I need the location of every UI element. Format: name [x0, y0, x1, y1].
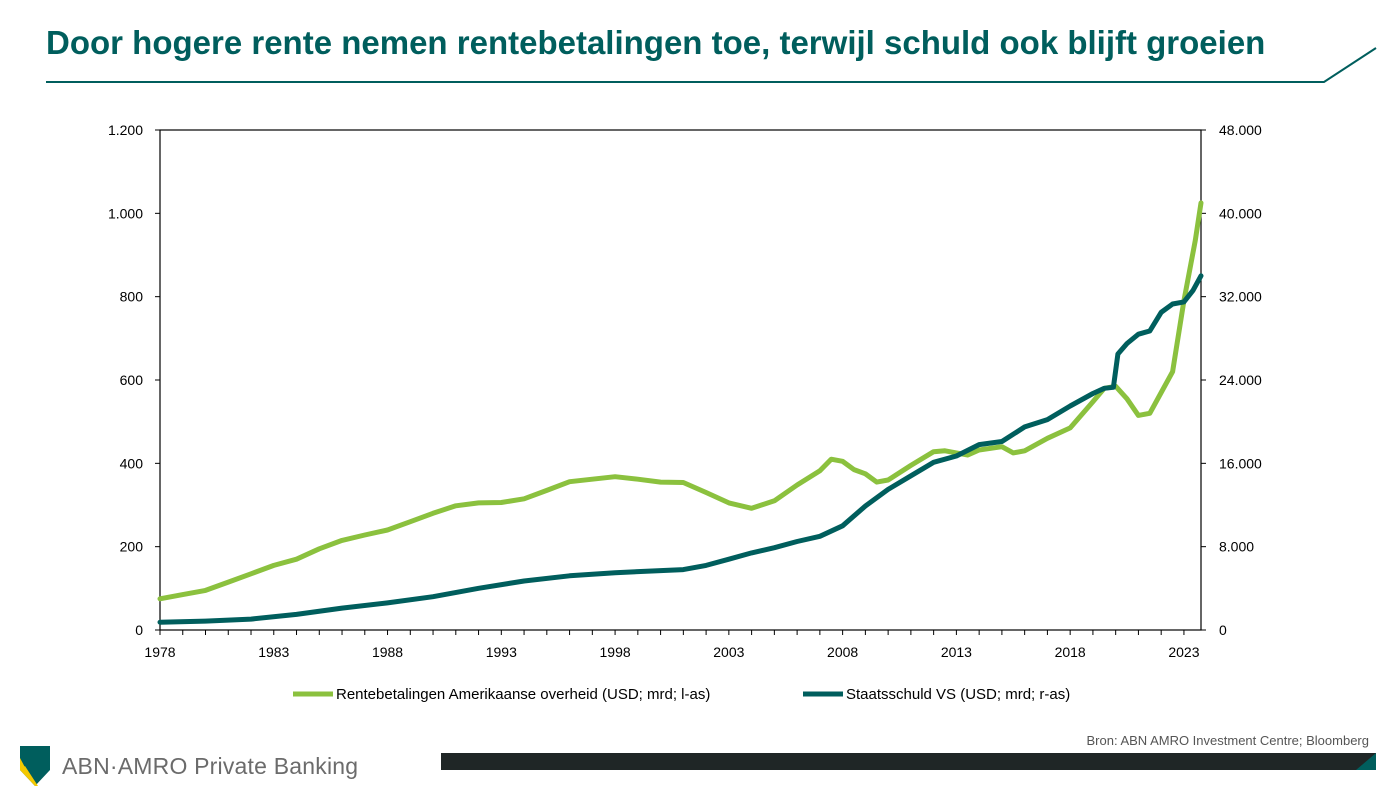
y-right-tick-label: 40.000 [1219, 205, 1262, 221]
footer-bar [441, 753, 1376, 770]
logo-text: ABN·AMRO Private Banking [62, 752, 359, 779]
page-title: Door hogere rente nemen rentebetalingen … [46, 24, 1266, 61]
x-tick-label: 1978 [144, 644, 175, 660]
logo: ABN·AMRO Private Banking [20, 746, 358, 786]
y-left-tick-label: 400 [120, 455, 144, 471]
title-underline-line [46, 47, 1377, 83]
y-left-tick-label: 200 [120, 539, 144, 555]
y-left-tick-label: 800 [120, 289, 144, 305]
legend-label: Staatsschuld VS (USD; mrd; r-as) [846, 686, 1070, 703]
y-right-tick-label: 8.000 [1219, 539, 1254, 555]
title-underline [46, 47, 1377, 83]
line-chart: 0 200 400 600 800 1.000 1.200 0 8.000 16.000 24.00… [108, 122, 1262, 703]
y-right-tick-label: 48.000 [1219, 122, 1262, 138]
series-line-national-debt [157, 273, 1204, 625]
footer-corner-icon [1356, 753, 1376, 770]
x-tick-label: 2008 [827, 644, 858, 660]
plot-frame [159, 129, 1202, 631]
x-tick-label: 1983 [258, 644, 289, 660]
abn-amro-shield-icon [20, 746, 50, 786]
series-line-interest-payments [157, 200, 1204, 602]
x-tick-label: 1998 [600, 644, 631, 660]
y-left-tick-label: 1.200 [108, 122, 143, 138]
y-right-tick-label: 24.000 [1219, 372, 1262, 388]
x-tick-label: 2003 [713, 644, 744, 660]
y-right-tick-label: 32.000 [1219, 289, 1262, 305]
y-left-tick-label: 0 [135, 622, 143, 638]
x-tick-label: 1993 [486, 644, 517, 660]
x-tick-label: 1988 [372, 644, 403, 660]
y-left-tick-label: 600 [120, 372, 144, 388]
y-left-tick-label: 1.000 [108, 205, 143, 221]
x-tick-label: 2013 [941, 644, 972, 660]
x-tick-label: 2018 [1055, 644, 1086, 660]
legend-label: Rentebetalingen Amerikaanse overheid (US… [336, 686, 710, 703]
x-tick-label: 2023 [1168, 644, 1199, 660]
y-right-tick-label: 16.000 [1219, 455, 1262, 471]
y-right-tick-label: 0 [1219, 622, 1227, 638]
source-note: Bron: ABN AMRO Investment Centre; Bloomb… [1086, 733, 1369, 748]
